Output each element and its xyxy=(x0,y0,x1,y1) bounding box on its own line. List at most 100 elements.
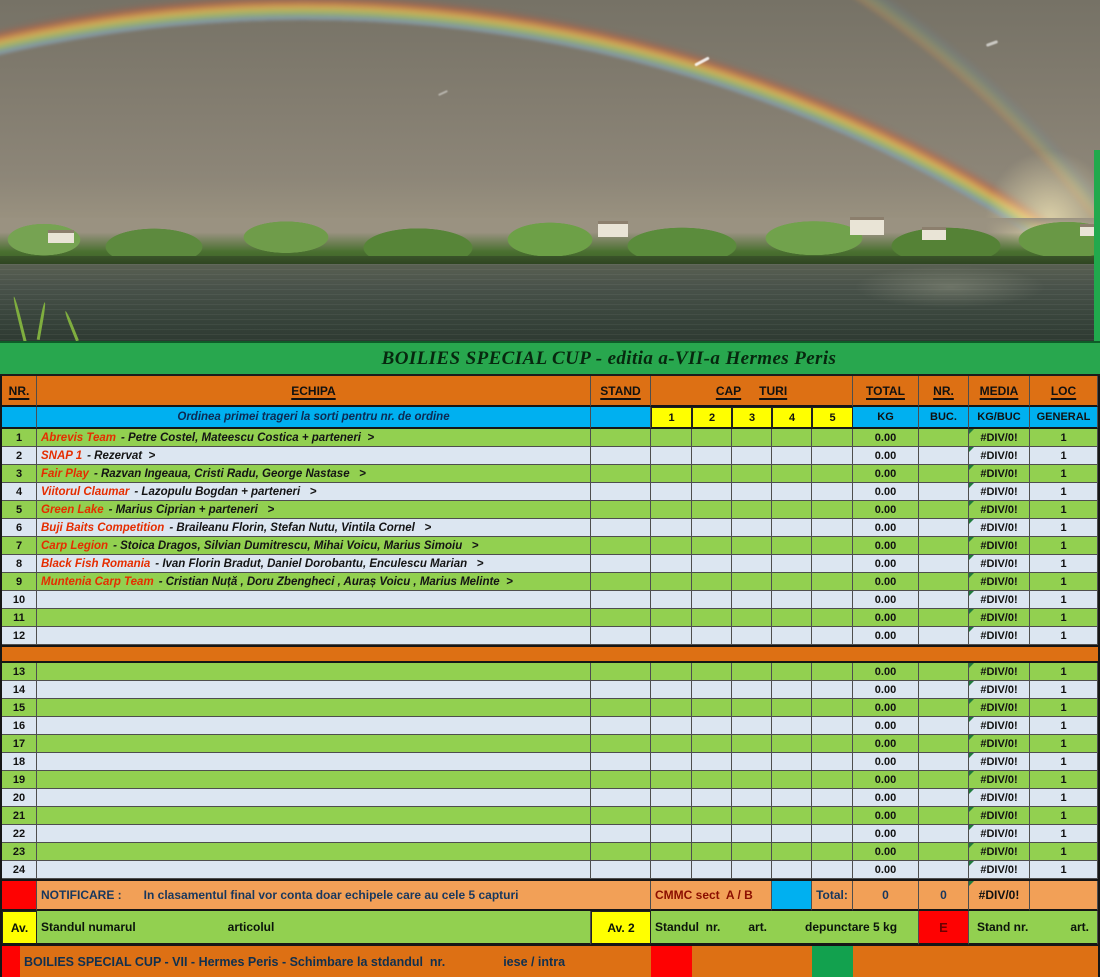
subheader-ordinea[interactable]: Ordinea primei trageri la sorti pentru n… xyxy=(37,407,591,429)
media-cell[interactable]: #DIV/0! xyxy=(969,465,1030,483)
loc-cell[interactable]: 1 xyxy=(1030,429,1098,447)
media-cell[interactable]: #DIV/0! xyxy=(969,807,1030,825)
team-cell[interactable] xyxy=(37,591,591,609)
team-cell[interactable] xyxy=(37,771,591,789)
cap-cell-5[interactable] xyxy=(812,501,853,519)
av2-cell[interactable]: Av. 2 xyxy=(591,911,651,945)
cap-cell-2[interactable] xyxy=(692,681,732,699)
stand-cell[interactable] xyxy=(591,663,651,681)
cap-cell-5[interactable] xyxy=(812,861,853,879)
nr-buc-cell[interactable] xyxy=(919,555,969,573)
total-kg-cell[interactable]: 0.00 xyxy=(853,681,919,699)
cap-cell-3[interactable] xyxy=(732,771,772,789)
row-number-cell[interactable]: 22 xyxy=(2,825,37,843)
stand-cell[interactable] xyxy=(591,483,651,501)
total-kg-cell[interactable]: 0.00 xyxy=(853,555,919,573)
cap-cell-3[interactable] xyxy=(732,699,772,717)
turi-col-5[interactable]: 5 xyxy=(812,407,853,429)
cap-cell-3[interactable] xyxy=(732,825,772,843)
media-cell[interactable]: #DIV/0! xyxy=(969,609,1030,627)
stand-cell[interactable] xyxy=(591,699,651,717)
cap-cell-2[interactable] xyxy=(692,843,732,861)
stand-cell[interactable] xyxy=(591,681,651,699)
loc-cell[interactable]: 1 xyxy=(1030,627,1098,645)
header-media[interactable]: MEDIA xyxy=(969,376,1030,407)
stand-cell[interactable] xyxy=(591,447,651,465)
team-cell[interactable]: Green Lake - Marius Ciprian + parteneri > xyxy=(37,501,591,519)
loc-cell[interactable]: 1 xyxy=(1030,555,1098,573)
team-cell[interactable]: Muntenia Carp Team - Cristian Nuță , Doru… xyxy=(37,573,591,591)
row-number-cell[interactable]: 4 xyxy=(2,483,37,501)
total-kg-cell[interactable]: 0.00 xyxy=(853,699,919,717)
cap-cell-4[interactable] xyxy=(772,807,812,825)
team-cell[interactable] xyxy=(37,825,591,843)
loc-cell[interactable]: 1 xyxy=(1030,735,1098,753)
team-cell[interactable]: Abrevis Team - Petre Costel, Mateescu Cos… xyxy=(37,429,591,447)
cap-cell-5[interactable] xyxy=(812,573,853,591)
total-buc-cell[interactable]: 0 xyxy=(919,881,969,911)
cap-cell-2[interactable] xyxy=(692,447,732,465)
row-number-cell[interactable]: 11 xyxy=(2,609,37,627)
row-number-cell[interactable]: 9 xyxy=(2,573,37,591)
media-cell[interactable]: #DIV/0! xyxy=(969,483,1030,501)
turi-col-2[interactable]: 2 xyxy=(692,407,732,429)
team-cell[interactable]: SNAP 1 - Rezervat > xyxy=(37,447,591,465)
total-kg-cell[interactable]: 0.00 xyxy=(853,771,919,789)
cap-cell-5[interactable] xyxy=(812,789,853,807)
cap-cell-2[interactable] xyxy=(692,627,732,645)
nr-buc-cell[interactable] xyxy=(919,501,969,519)
cap-cell-3[interactable] xyxy=(732,465,772,483)
cap-cell-2[interactable] xyxy=(692,717,732,735)
cap-cell-3[interactable] xyxy=(732,861,772,879)
cap-cell-1[interactable] xyxy=(651,789,692,807)
stand-cell[interactable] xyxy=(591,825,651,843)
row-number-cell[interactable]: 7 xyxy=(2,537,37,555)
cap-cell-3[interactable] xyxy=(732,807,772,825)
cap-cell-3[interactable] xyxy=(732,789,772,807)
media-cell[interactable]: #DIV/0! xyxy=(969,861,1030,879)
cap-cell-4[interactable] xyxy=(772,681,812,699)
turi-col-4[interactable]: 4 xyxy=(772,407,812,429)
cmmc-sect-cell[interactable]: CMMC sect A / B xyxy=(651,881,772,911)
total-kg-cell[interactable]: 0.00 xyxy=(853,843,919,861)
nr-buc-cell[interactable] xyxy=(919,771,969,789)
cap-cell-3[interactable] xyxy=(732,681,772,699)
team-cell[interactable]: Buji Baits Competition - Braileanu Florin… xyxy=(37,519,591,537)
subheader-general[interactable]: GENERAL xyxy=(1030,407,1098,429)
cap-cell-2[interactable] xyxy=(692,771,732,789)
stand-cell[interactable] xyxy=(591,807,651,825)
nr-buc-cell[interactable] xyxy=(919,573,969,591)
cap-cell-5[interactable] xyxy=(812,807,853,825)
media-cell[interactable]: #DIV/0! xyxy=(969,501,1030,519)
team-cell[interactable] xyxy=(37,609,591,627)
cap-cell-5[interactable] xyxy=(812,627,853,645)
media-cell[interactable]: #DIV/0! xyxy=(969,789,1030,807)
subheader-stand-blank[interactable] xyxy=(591,407,651,429)
cap-cell-2[interactable] xyxy=(692,807,732,825)
cap-cell-4[interactable] xyxy=(772,465,812,483)
stand-cell[interactable] xyxy=(591,861,651,879)
total-kg-cell[interactable]: 0.00 xyxy=(853,429,919,447)
media-cell[interactable]: #DIV/0! xyxy=(969,591,1030,609)
cap-cell-2[interactable] xyxy=(692,573,732,591)
row-number-cell[interactable]: 14 xyxy=(2,681,37,699)
cap-cell-1[interactable] xyxy=(651,519,692,537)
cap-cell-5[interactable] xyxy=(812,699,853,717)
row-number-cell[interactable]: 13 xyxy=(2,663,37,681)
nr-buc-cell[interactable] xyxy=(919,627,969,645)
cap-cell-5[interactable] xyxy=(812,825,853,843)
cap-cell-1[interactable] xyxy=(651,591,692,609)
row-number-cell[interactable]: 3 xyxy=(2,465,37,483)
cap-cell-5[interactable] xyxy=(812,681,853,699)
total-kg-cell[interactable]: 0.00 xyxy=(853,537,919,555)
nr-buc-cell[interactable] xyxy=(919,717,969,735)
team-cell[interactable] xyxy=(37,843,591,861)
loc-cell[interactable]: 1 xyxy=(1030,519,1098,537)
cap-cell-5[interactable] xyxy=(812,447,853,465)
total-kg-cell[interactable]: 0.00 xyxy=(853,447,919,465)
cap-cell-3[interactable] xyxy=(732,519,772,537)
nr-buc-cell[interactable] xyxy=(919,609,969,627)
cap-cell-2[interactable] xyxy=(692,789,732,807)
cap-cell-4[interactable] xyxy=(772,501,812,519)
cap-cell-3[interactable] xyxy=(732,555,772,573)
